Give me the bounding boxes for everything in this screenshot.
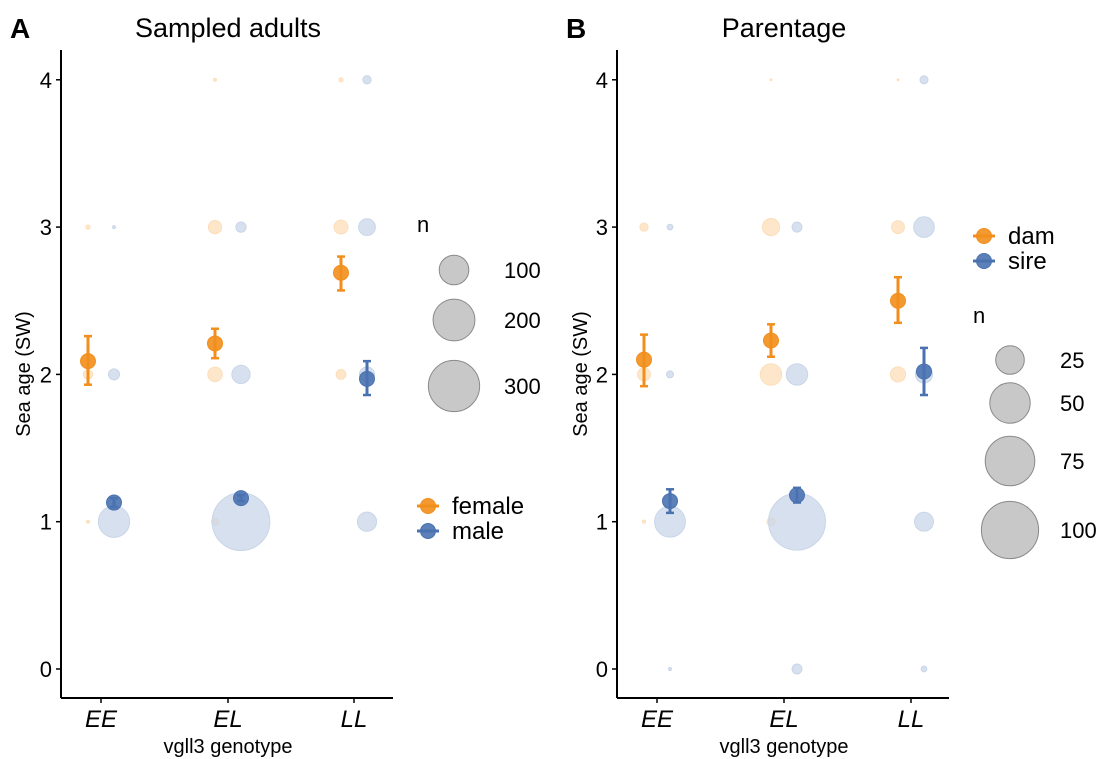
panel-a-title: Sampled adults (135, 13, 321, 43)
y-tick-label: 2 (40, 362, 52, 387)
size-legend-label: 75 (1060, 449, 1084, 474)
size-legend-circle (427, 359, 481, 413)
color-legend-swatch-female (976, 228, 992, 244)
panel-b-xlabel: vgll3 genotype (720, 736, 849, 758)
color-legend-swatch-male (976, 253, 992, 269)
panel-b-label: B (566, 13, 586, 44)
panel-b-ylabel: Sea age (SW) (570, 311, 592, 437)
color-legend-label-male: sire (1008, 248, 1047, 275)
color-legend-label-female: female (452, 493, 524, 520)
color-legend-label-female: dam (1008, 223, 1055, 250)
count-bubble-male (358, 218, 376, 236)
y-tick-label: 0 (596, 657, 608, 682)
mean-point-female (207, 335, 223, 352)
mean-point-male (789, 487, 805, 504)
count-bubble-female (889, 366, 907, 383)
y-tick-label: 3 (40, 215, 52, 240)
count-bubble-male (231, 364, 251, 385)
mean-point-male (916, 363, 932, 380)
count-bubble-male (362, 75, 372, 85)
count-bubble-female (639, 222, 649, 232)
count-bubble-male (791, 221, 803, 233)
mean-point-male (233, 490, 249, 507)
y-tick-label: 1 (596, 510, 608, 535)
mean-point-female (333, 264, 349, 281)
count-bubble-male (919, 75, 929, 85)
panel-a-size-legend-title: n (417, 212, 429, 237)
count-bubble-male (920, 665, 928, 673)
count-bubble-male (791, 663, 803, 675)
count-bubble-female (207, 219, 223, 235)
x-tick-label: LL (341, 706, 368, 733)
size-legend-label: 50 (1060, 391, 1084, 416)
y-tick-label: 4 (596, 68, 608, 93)
size-legend-label: 100 (504, 258, 541, 283)
panel-b-title: Parentage (722, 13, 847, 43)
plot-panel-b: 0 1 2 3 4 EE EL LL (596, 50, 949, 733)
count-bubble-female (891, 220, 905, 234)
mean-point-female (890, 292, 906, 309)
x-tick-label: EL (769, 706, 798, 733)
panel-a-xlabel: vgll3 genotype (164, 736, 293, 758)
count-bubble-male (107, 368, 121, 381)
count-bubble-male (235, 221, 247, 233)
count-bubble-male (666, 223, 674, 231)
y-tick-label: 4 (40, 68, 52, 93)
count-bubble-female (335, 368, 347, 380)
size-legend-circle (980, 500, 1040, 560)
y-tick-label: 2 (596, 362, 608, 387)
panel-a-ylabel: Sea age (SW) (13, 311, 35, 437)
panel-a-label: A (10, 13, 30, 44)
count-bubble-female (85, 224, 91, 230)
size-legend-circle (438, 254, 470, 286)
count-bubble-male (667, 666, 673, 672)
x-tick-label: LL (898, 706, 925, 733)
color-legend-swatch-male (420, 523, 436, 539)
size-legend-label: 300 (504, 374, 541, 399)
count-bubble-female (338, 77, 344, 83)
plot-panel-a: 0 1 2 3 4 EE EL LL (40, 50, 393, 733)
color-legend-swatch-female (420, 498, 436, 514)
size-legend-circle (984, 435, 1036, 487)
count-bubble-male (356, 511, 378, 532)
x-tick-label: EE (85, 706, 118, 733)
count-bubble-female (759, 363, 783, 386)
color-legend-label-male: male (452, 518, 504, 545)
count-bubble-male (665, 370, 675, 379)
count-bubble-female (896, 78, 900, 82)
count-bubble-female (769, 78, 773, 82)
count-bubble-female (761, 218, 781, 237)
x-tick-label: EL (213, 706, 242, 733)
mean-point-male (359, 370, 375, 387)
mean-point-female (763, 332, 779, 349)
x-tick-label: EE (641, 706, 674, 733)
count-bubble-male (97, 505, 131, 538)
panel-b-size-legend-title: n (973, 303, 985, 328)
count-bubble-male (112, 225, 116, 230)
mean-point-female (636, 351, 652, 368)
y-tick-label: 3 (596, 215, 608, 240)
size-legend-label: 25 (1060, 348, 1084, 373)
size-legend-circle (432, 298, 476, 342)
size-legend-label: 100 (1060, 518, 1097, 543)
y-tick-label: 1 (40, 510, 52, 535)
y-tick-label: 0 (40, 657, 52, 682)
count-bubble-female (641, 519, 647, 524)
mean-point-female (80, 353, 96, 370)
mean-point-male (106, 494, 122, 511)
count-bubble-male (914, 511, 934, 532)
size-legend-circle (995, 345, 1025, 375)
count-bubble-male (913, 216, 935, 238)
count-bubble-female (333, 219, 349, 235)
count-bubble-male (785, 363, 809, 386)
mean-point-male (662, 493, 678, 510)
count-bubble-female (86, 519, 90, 524)
count-bubble-female (207, 366, 223, 383)
size-legend-label: 200 (504, 308, 541, 333)
size-legend-circle (989, 382, 1031, 424)
count-bubble-female (213, 77, 217, 82)
